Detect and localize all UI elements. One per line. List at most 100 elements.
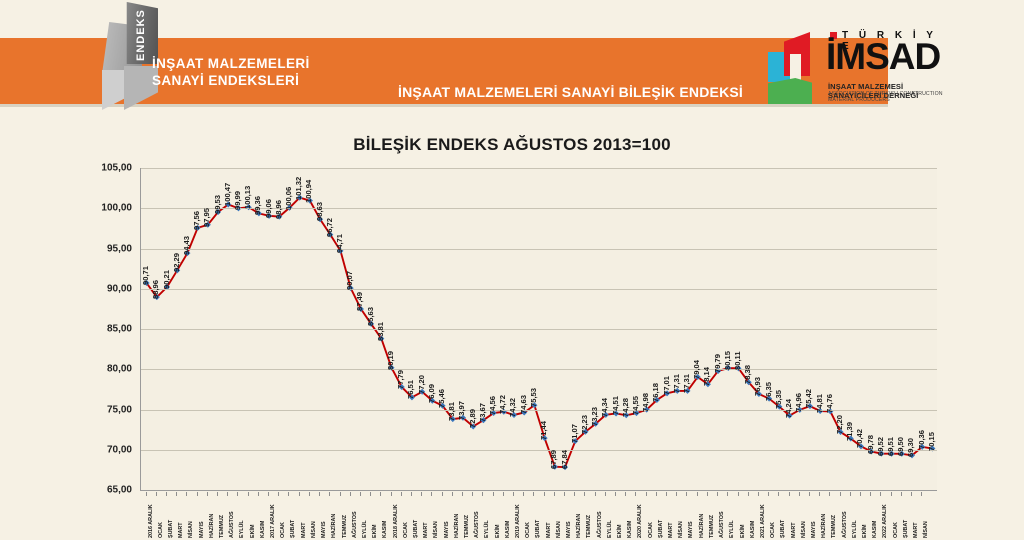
- x-axis-tick: [472, 492, 474, 496]
- x-axis-tick: [676, 492, 678, 496]
- data-point-label: 90,07: [345, 271, 355, 291]
- x-axis-tick: [706, 492, 708, 496]
- x-axis-tick-label: EYLÜL: [729, 520, 736, 538]
- x-axis-tick: [645, 492, 647, 496]
- x-axis-tick: [768, 492, 770, 496]
- x-axis-tick-label: HAZİRAN: [698, 513, 705, 538]
- imsad-red-square-icon: [830, 32, 837, 39]
- x-axis-tick-label: EYLÜL: [484, 520, 491, 538]
- x-axis-tick: [533, 492, 535, 496]
- data-point-label: 76,51: [406, 380, 416, 400]
- data-point-marker: [368, 320, 375, 327]
- x-axis-tick-label: KASIM: [382, 520, 389, 538]
- y-axis-tick-label: 70,00: [106, 444, 132, 456]
- y-axis-tick-label: 75,00: [106, 404, 132, 415]
- x-axis-tick-label: NİSAN: [310, 521, 317, 538]
- x-axis-tick: [594, 492, 596, 496]
- x-axis-tick: [921, 492, 923, 496]
- data-point-label: 77,31: [681, 373, 691, 393]
- x-axis-tick: [512, 492, 514, 496]
- x-axis-tick-label: KASIM: [872, 520, 879, 538]
- x-axis-tick: [431, 492, 433, 496]
- x-axis-tick: [788, 492, 790, 496]
- data-point-marker: [857, 443, 864, 450]
- x-axis-tick: [257, 492, 259, 496]
- x-axis-tick: [441, 492, 443, 496]
- data-point-marker: [317, 216, 324, 223]
- gridline: [141, 409, 937, 411]
- data-point-label: 75,46: [437, 388, 447, 408]
- x-axis-tick-label: TEMMUZ: [341, 514, 348, 538]
- data-point-label: 69,78: [865, 434, 875, 454]
- x-axis-tick-label: HAZİRAN: [576, 513, 583, 538]
- x-axis-tick: [666, 492, 668, 496]
- x-axis-tick-label: MART: [545, 522, 552, 538]
- x-axis-tick-label: OCAK: [770, 522, 777, 538]
- data-point-label: 76,35: [763, 381, 773, 401]
- data-point-marker: [286, 204, 293, 211]
- x-axis-tick-label: MART: [668, 522, 675, 538]
- x-axis-tick-label: MART: [423, 522, 430, 538]
- data-point-marker: [786, 412, 793, 419]
- x-axis-tick: [747, 492, 749, 496]
- data-point-marker: [919, 443, 926, 450]
- x-axis-tick: [319, 492, 321, 496]
- x-axis-tick: [615, 492, 617, 496]
- data-point-label: 74,81: [814, 394, 824, 414]
- data-point-marker: [878, 450, 885, 457]
- data-point-label: 90,71: [141, 266, 151, 286]
- data-point-label: 75,42: [804, 389, 814, 409]
- data-point-marker: [572, 438, 579, 445]
- data-point-label: 79,04: [692, 359, 702, 379]
- data-point-label: 70,42: [855, 429, 865, 449]
- data-point-label: 77,01: [661, 376, 671, 396]
- data-point-label: 73,97: [457, 400, 467, 420]
- data-point-label: 83,81: [375, 321, 385, 341]
- data-point-marker: [674, 387, 681, 394]
- x-axis-tick-label: KASIM: [259, 520, 266, 538]
- x-axis-tick: [574, 492, 576, 496]
- x-axis-tick: [584, 492, 586, 496]
- data-point-marker: [388, 364, 395, 371]
- data-point-label: 67,89: [549, 449, 559, 469]
- data-point-marker: [531, 402, 538, 409]
- gridline: [141, 168, 937, 169]
- x-axis-tick: [880, 492, 882, 496]
- x-axis-tick: [553, 492, 555, 496]
- data-point-marker: [684, 387, 691, 394]
- x-axis-tick-label: KASIM: [504, 520, 511, 538]
- x-axis-tick: [798, 492, 800, 496]
- x-axis-tick-label: TEMMUZ: [586, 514, 593, 538]
- brand-title-line2: SANAYİ ENDEKSLERİ: [152, 73, 300, 88]
- x-axis-tick: [564, 492, 566, 496]
- data-point-label: 77,20: [416, 374, 426, 394]
- x-axis-tick-label: EKİM: [617, 524, 624, 538]
- x-axis-tick-label: OCAK: [157, 522, 164, 538]
- data-point-marker: [847, 435, 854, 442]
- x-axis-tick: [308, 492, 310, 496]
- x-axis-tick-label: AĞUSTOS: [719, 511, 726, 538]
- x-axis-tick-label: OCAK: [402, 522, 409, 538]
- data-point-label: 98,96: [273, 199, 283, 219]
- x-axis-tick-label: EYLÜL: [361, 520, 368, 538]
- data-point-label: 73,23: [590, 406, 600, 426]
- x-axis-tick: [227, 492, 229, 496]
- data-point-marker: [888, 450, 895, 457]
- x-axis-tick: [380, 492, 382, 496]
- data-point-marker: [704, 381, 711, 388]
- data-point-label: 98,63: [314, 202, 324, 222]
- x-axis-tick-label: EYLÜL: [239, 520, 246, 538]
- data-point-label: 80,11: [733, 351, 742, 371]
- data-point-marker: [592, 420, 599, 427]
- gridline: [141, 208, 937, 210]
- data-point-marker: [745, 379, 752, 386]
- x-axis-tick: [186, 492, 188, 496]
- x-axis-tick-label: MART: [300, 522, 307, 538]
- imsad-wordmark: İMSAD: [826, 36, 941, 77]
- chart-plot-wrapper: 105,00 100,00 95,00 90,00 85,00 80,00 75,00 70,…: [96, 163, 937, 496]
- x-axis-tick-label: 2021 ARALIK: [759, 504, 766, 538]
- x-axis-tick-label: 2020 ARALIK: [637, 504, 644, 538]
- data-point-label: 101,32: [294, 176, 304, 200]
- x-axis-tick-label: 2022 ARALIK: [882, 504, 889, 538]
- x-axis-tick-label: 2017 ARALIK: [270, 504, 277, 538]
